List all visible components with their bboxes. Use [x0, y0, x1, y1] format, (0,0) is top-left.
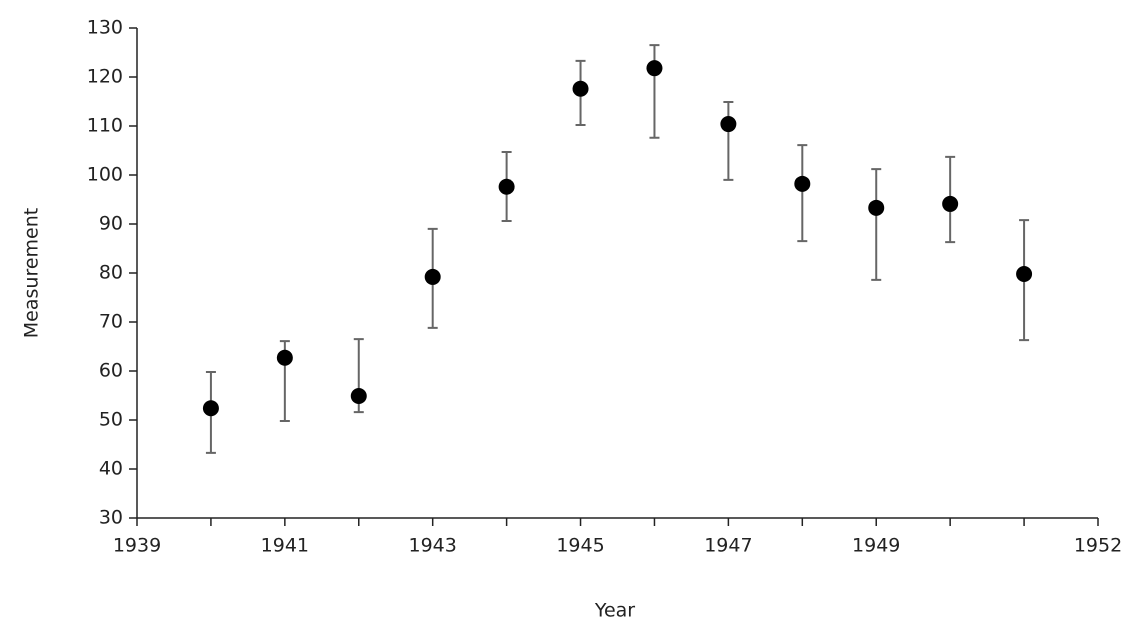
x-tick-label: 1941 — [261, 535, 309, 557]
y-tick-label: 30 — [99, 507, 123, 529]
y-tick-label: 100 — [87, 164, 123, 186]
y-tick-label: 40 — [99, 458, 123, 480]
point — [868, 199, 885, 216]
point — [1016, 265, 1033, 282]
point — [572, 80, 589, 97]
point — [276, 349, 293, 366]
y-axis-label: Measurement — [21, 208, 43, 338]
point — [942, 195, 959, 212]
x-tick-label: 1952 — [1074, 535, 1122, 557]
y-tick-label: 60 — [99, 360, 123, 382]
error-bar — [723, 100, 734, 181]
point — [794, 175, 811, 192]
point — [720, 116, 737, 133]
error-bar — [871, 168, 882, 281]
point — [424, 268, 441, 285]
point — [202, 400, 219, 417]
y-tick-label: 110 — [87, 115, 123, 137]
x-tick-label: 1949 — [852, 535, 900, 557]
y-tick-label: 130 — [87, 17, 123, 39]
y-tick-label: 50 — [99, 409, 123, 431]
x-tick-label: 1945 — [556, 535, 604, 557]
x-tick-label: 1939 — [113, 535, 161, 557]
y-tick-label: 90 — [99, 213, 123, 235]
x-tick-label: 1943 — [409, 535, 457, 557]
error-bar — [649, 44, 660, 139]
point — [350, 387, 367, 404]
x-axis-label: Year — [594, 600, 635, 622]
y-tick-label: 70 — [99, 311, 123, 333]
y-tick-label: 80 — [99, 262, 123, 284]
error-bar — [797, 144, 808, 243]
y-tick-label: 120 — [87, 66, 123, 88]
point — [646, 60, 663, 77]
point — [498, 178, 515, 195]
x-tick-label: 1947 — [704, 535, 752, 557]
